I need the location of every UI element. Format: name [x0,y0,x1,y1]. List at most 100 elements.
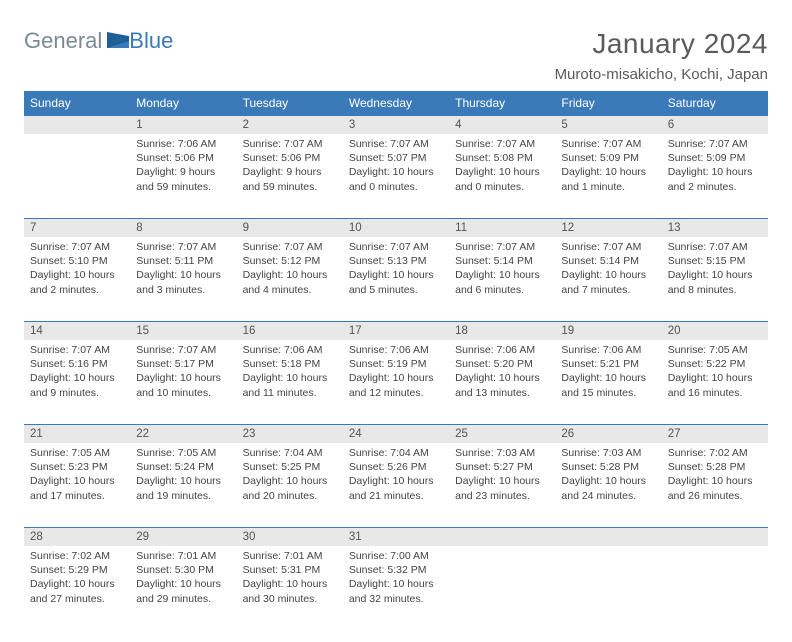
sunrise-text: Sunrise: 7:07 AM [30,240,124,254]
daylight-text: and 59 minutes. [243,180,337,194]
day-cell: Sunrise: 7:07 AMSunset: 5:15 PMDaylight:… [662,237,768,321]
sunset-text: Sunset: 5:23 PM [30,460,124,474]
sunrise-text: Sunrise: 7:07 AM [561,137,655,151]
day-cell [662,546,768,630]
day-number-cell: 18 [449,321,555,340]
day-cell: Sunrise: 7:03 AMSunset: 5:28 PMDaylight:… [555,443,661,527]
daylight-text: and 15 minutes. [561,386,655,400]
day-details: Sunrise: 7:01 AMSunset: 5:30 PMDaylight:… [130,546,236,612]
day-number: 26 [555,424,661,443]
daylight-text: Daylight: 10 hours [136,371,230,385]
day-number-row: 21222324252627 [24,424,768,443]
day-number-cell: 29 [130,527,236,546]
sunrise-text: Sunrise: 7:07 AM [668,240,762,254]
day-number: 25 [449,424,555,443]
day-cell: Sunrise: 7:03 AMSunset: 5:27 PMDaylight:… [449,443,555,527]
daylight-text: Daylight: 9 hours [136,165,230,179]
sunset-text: Sunset: 5:27 PM [455,460,549,474]
day-number-cell: 19 [555,321,661,340]
day-cell: Sunrise: 7:07 AMSunset: 5:16 PMDaylight:… [24,340,130,424]
day-details: Sunrise: 7:04 AMSunset: 5:26 PMDaylight:… [343,443,449,509]
daylight-text: and 23 minutes. [455,489,549,503]
day-number-cell: 16 [237,321,343,340]
sunset-text: Sunset: 5:31 PM [243,563,337,577]
daylight-text: and 2 minutes. [30,283,124,297]
day-cell: Sunrise: 7:02 AMSunset: 5:29 PMDaylight:… [24,546,130,630]
day-details: Sunrise: 7:07 AMSunset: 5:06 PMDaylight:… [237,134,343,200]
sunrise-text: Sunrise: 7:01 AM [136,549,230,563]
sunrise-text: Sunrise: 7:07 AM [349,240,443,254]
sunrise-text: Sunrise: 7:05 AM [136,446,230,460]
day-number: 20 [662,321,768,340]
day-details: Sunrise: 7:06 AMSunset: 5:06 PMDaylight:… [130,134,236,200]
sunset-text: Sunset: 5:09 PM [561,151,655,165]
day-number: 5 [555,115,661,134]
day-number-cell: 30 [237,527,343,546]
daylight-text: and 13 minutes. [455,386,549,400]
daylight-text: and 10 minutes. [136,386,230,400]
day-number-cell: 11 [449,218,555,237]
sunset-text: Sunset: 5:30 PM [136,563,230,577]
day-number: 3 [343,115,449,134]
daylight-text: Daylight: 10 hours [455,268,549,282]
daylight-text: and 32 minutes. [349,592,443,606]
daylight-text: and 19 minutes. [136,489,230,503]
day-number-cell: 9 [237,218,343,237]
sunset-text: Sunset: 5:13 PM [349,254,443,268]
day-cell: Sunrise: 7:00 AMSunset: 5:32 PMDaylight:… [343,546,449,630]
sunset-text: Sunset: 5:14 PM [455,254,549,268]
daylight-text: and 9 minutes. [30,386,124,400]
day-cell: Sunrise: 7:07 AMSunset: 5:06 PMDaylight:… [237,134,343,218]
day-details: Sunrise: 7:07 AMSunset: 5:17 PMDaylight:… [130,340,236,406]
day-number-row: 14151617181920 [24,321,768,340]
sunrise-text: Sunrise: 7:00 AM [349,549,443,563]
day-content-row: Sunrise: 7:02 AMSunset: 5:29 PMDaylight:… [24,546,768,630]
day-number-cell: 8 [130,218,236,237]
weekday-header: Tuesday [237,91,343,115]
sunrise-text: Sunrise: 7:06 AM [243,343,337,357]
daylight-text: Daylight: 10 hours [30,268,124,282]
day-number: 2 [237,115,343,134]
sunset-text: Sunset: 5:29 PM [30,563,124,577]
day-cell: Sunrise: 7:06 AMSunset: 5:19 PMDaylight:… [343,340,449,424]
sunrise-text: Sunrise: 7:07 AM [136,240,230,254]
day-details: Sunrise: 7:07 AMSunset: 5:12 PMDaylight:… [237,237,343,303]
day-number-cell: 6 [662,115,768,134]
day-number-cell: 17 [343,321,449,340]
sunrise-text: Sunrise: 7:07 AM [561,240,655,254]
sunset-text: Sunset: 5:18 PM [243,357,337,371]
day-number: 19 [555,321,661,340]
day-number-cell: 10 [343,218,449,237]
daylight-text: Daylight: 10 hours [136,474,230,488]
sunrise-text: Sunrise: 7:07 AM [455,137,549,151]
day-number-cell: 3 [343,115,449,134]
sunrise-text: Sunrise: 7:07 AM [136,343,230,357]
daylight-text: Daylight: 10 hours [455,474,549,488]
day-number-cell: 26 [555,424,661,443]
daylight-text: and 5 minutes. [349,283,443,297]
daylight-text: Daylight: 10 hours [349,371,443,385]
day-details: Sunrise: 7:02 AMSunset: 5:29 PMDaylight:… [24,546,130,612]
sunrise-text: Sunrise: 7:06 AM [561,343,655,357]
day-number: 4 [449,115,555,134]
day-cell: Sunrise: 7:07 AMSunset: 5:12 PMDaylight:… [237,237,343,321]
day-details: Sunrise: 7:05 AMSunset: 5:24 PMDaylight:… [130,443,236,509]
day-number-cell: 28 [24,527,130,546]
day-cell: Sunrise: 7:07 AMSunset: 5:13 PMDaylight:… [343,237,449,321]
sunset-text: Sunset: 5:07 PM [349,151,443,165]
day-cell [555,546,661,630]
day-details: Sunrise: 7:07 AMSunset: 5:16 PMDaylight:… [24,340,130,406]
day-number-cell: 22 [130,424,236,443]
day-number: 1 [130,115,236,134]
day-cell [24,134,130,218]
weekday-header: Thursday [449,91,555,115]
daylight-text: Daylight: 10 hours [349,577,443,591]
day-details: Sunrise: 7:06 AMSunset: 5:20 PMDaylight:… [449,340,555,406]
day-details: Sunrise: 7:06 AMSunset: 5:19 PMDaylight:… [343,340,449,406]
daylight-text: Daylight: 10 hours [30,577,124,591]
daylight-text: and 1 minute. [561,180,655,194]
daylight-text: Daylight: 10 hours [243,371,337,385]
daylight-text: Daylight: 10 hours [561,268,655,282]
day-number: 22 [130,424,236,443]
day-number-cell [449,527,555,546]
